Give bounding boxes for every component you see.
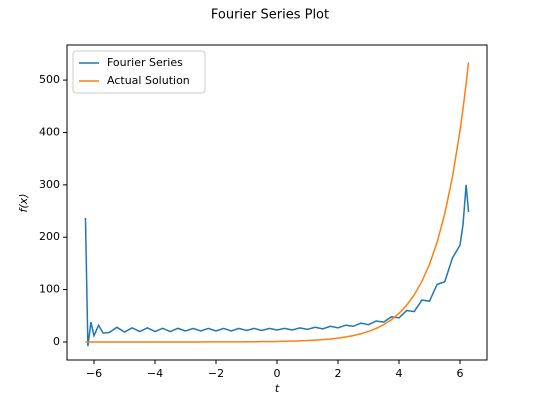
series-line <box>84 184 470 347</box>
legend-label: Fourier Series <box>107 56 183 69</box>
plot-frame <box>66 44 488 361</box>
y-tick-label: 300 <box>39 178 60 191</box>
x-tick-label: 2 <box>335 367 342 380</box>
series-line <box>85 62 470 343</box>
x-tick-label: 0 <box>274 367 281 380</box>
y-tick-label: 100 <box>39 283 60 296</box>
y-tick-label: 0 <box>53 335 60 348</box>
x-tick-label: 4 <box>396 367 403 380</box>
legend-box <box>72 50 206 94</box>
x-tick-label: 6 <box>457 367 464 380</box>
chart-title: Fourier Series Plot <box>211 8 329 23</box>
y-tick-label: 400 <box>39 125 60 138</box>
y-tick-label: 500 <box>39 73 60 86</box>
x-axis-label: t <box>275 382 280 395</box>
y-tick-label: 200 <box>39 230 60 243</box>
x-tick-label: −6 <box>86 367 102 380</box>
x-tick-label: −4 <box>147 367 163 380</box>
x-tick-label: −2 <box>208 367 224 380</box>
legend-label: Actual Solution <box>107 74 190 87</box>
y-axis-label: f(x) <box>17 194 30 213</box>
